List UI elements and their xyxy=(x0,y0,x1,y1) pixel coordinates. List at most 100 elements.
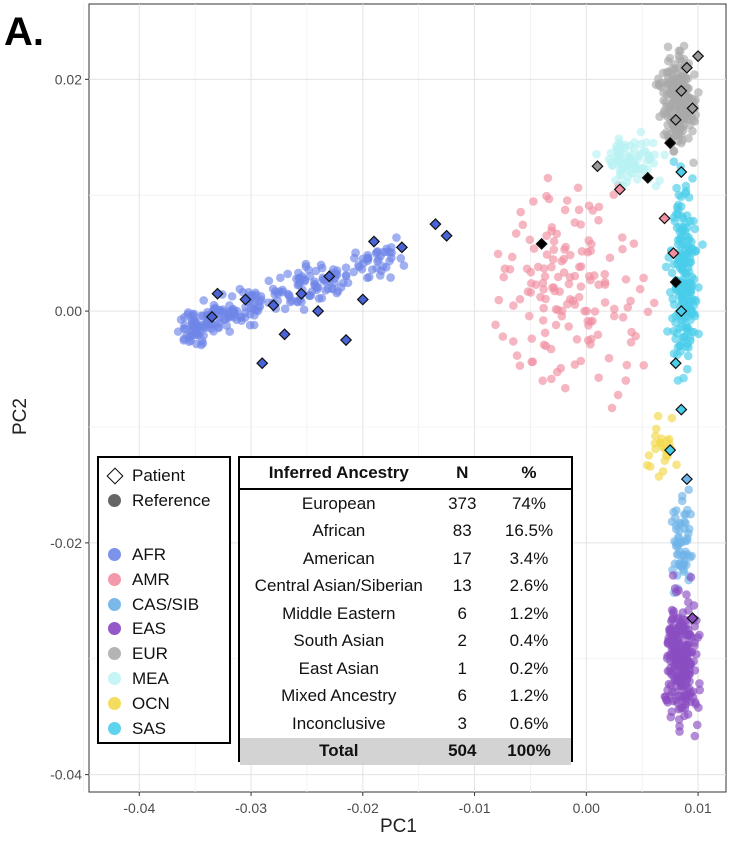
reference-point-amr xyxy=(618,244,627,254)
patient-point xyxy=(669,357,682,370)
reference-point-sas xyxy=(690,224,700,234)
reference-point-eur xyxy=(676,122,686,131)
patient-point xyxy=(692,50,705,63)
reference-point-amr xyxy=(580,306,589,316)
table-total-row: Total 504 100% xyxy=(240,737,571,765)
reference-point-amr xyxy=(544,194,554,204)
reference-point-sas xyxy=(681,296,690,306)
reference-point-afr xyxy=(276,273,285,283)
reference-point-mea xyxy=(592,149,601,159)
ancestry-table: Inferred Ancestry N % European 373 74% Afri… xyxy=(238,456,573,765)
reference-point-amr xyxy=(509,337,518,346)
reference-point-afr xyxy=(327,283,337,293)
patient-point xyxy=(211,287,224,300)
patient-point xyxy=(667,247,680,260)
reference-point-amr xyxy=(570,218,580,227)
reference-point-eur xyxy=(677,92,686,102)
reference-point-amr xyxy=(618,313,628,322)
dot-icon xyxy=(107,621,123,637)
legend-item-mea: MEA xyxy=(107,669,169,689)
reference-point-cassib xyxy=(677,496,687,506)
reference-point-amr xyxy=(600,298,610,307)
reference-point-afr xyxy=(215,305,224,315)
reference-point-eur xyxy=(659,96,669,105)
reference-point-amr xyxy=(609,304,619,314)
legend-item-eur: EUR xyxy=(107,644,168,664)
legend-item-patient: Patient xyxy=(106,466,185,486)
reference-point-eas xyxy=(673,661,683,671)
legend-item-reference: Reference xyxy=(107,491,210,511)
reference-point-amr xyxy=(573,183,583,193)
reference-point-afr xyxy=(197,311,206,321)
reference-point-amr xyxy=(518,220,528,230)
legend-label: AMR xyxy=(132,569,170,589)
reference-point-amr xyxy=(622,360,632,370)
reference-point-amr xyxy=(539,285,548,294)
patient-point xyxy=(686,612,699,625)
reference-point-afr xyxy=(392,233,401,242)
reference-point-amr xyxy=(572,335,582,344)
reference-point-afr xyxy=(183,308,193,317)
reference-point-eas xyxy=(682,590,691,599)
reference-point-amr xyxy=(557,256,567,266)
panel-label: A. xyxy=(4,10,44,54)
y-tick-label: 0.02 xyxy=(55,71,82,87)
reference-point-eas xyxy=(668,571,678,580)
reference-point-sas xyxy=(669,157,679,166)
reference-point-sas xyxy=(675,255,685,265)
reference-point-sas xyxy=(698,240,707,249)
reference-point-eas xyxy=(666,712,676,722)
y-tick-label: -0.04 xyxy=(50,767,82,783)
reference-point-amr xyxy=(649,298,659,308)
legend-label: EUR xyxy=(132,644,168,664)
reference-point-amr xyxy=(639,361,649,370)
patient-point xyxy=(613,183,626,196)
reference-point-amr xyxy=(594,215,603,225)
reference-point-cassib xyxy=(679,559,689,568)
reference-point-mea xyxy=(606,158,616,167)
reference-point-amr xyxy=(512,351,522,360)
reference-point-sas xyxy=(678,214,687,223)
dot-icon xyxy=(107,493,123,509)
reference-point-afr xyxy=(176,315,186,324)
reference-point-afr xyxy=(314,294,324,303)
reference-point-afr xyxy=(321,286,330,295)
reference-point-eas xyxy=(684,606,693,615)
patient-point xyxy=(256,357,269,370)
reference-point-sas xyxy=(683,289,693,298)
dot-icon xyxy=(107,696,123,712)
reference-point-eur xyxy=(684,93,694,102)
reference-point-afr xyxy=(225,327,235,336)
reference-point-sas xyxy=(667,268,677,278)
reference-point-eas xyxy=(675,727,684,736)
legend-item-afr: AFR xyxy=(107,545,166,565)
reference-point-cassib xyxy=(671,521,681,530)
patient-point xyxy=(429,218,442,231)
reference-point-afr xyxy=(173,327,183,336)
reference-point-afr xyxy=(199,296,208,305)
reference-point-eur xyxy=(663,42,673,52)
reference-point-amr xyxy=(575,262,584,272)
reference-point-afr xyxy=(372,263,381,273)
reference-point-eur xyxy=(670,97,680,107)
reference-point-mea xyxy=(636,127,646,137)
reference-point-amr xyxy=(576,282,586,291)
reference-point-sas xyxy=(673,376,683,385)
reference-point-amr xyxy=(560,205,570,215)
reference-point-amr xyxy=(539,340,549,350)
reference-point-amr xyxy=(500,264,510,274)
reference-point-eas xyxy=(671,631,681,640)
reference-point-afr xyxy=(273,289,283,299)
patient-point xyxy=(239,293,252,306)
reference-point-afr xyxy=(349,253,359,263)
reference-point-amr xyxy=(609,190,619,199)
reference-point-eur xyxy=(669,147,678,156)
reference-point-sas xyxy=(682,364,692,374)
cell-percent: 100% xyxy=(486,737,571,765)
reference-point-eas xyxy=(674,715,684,724)
cell-percent: 1.2% xyxy=(509,686,549,706)
legend-item-amr: AMR xyxy=(107,570,170,590)
reference-point-amr xyxy=(586,340,595,349)
reference-point-ocn xyxy=(653,411,663,421)
reference-point-eas xyxy=(673,674,682,684)
